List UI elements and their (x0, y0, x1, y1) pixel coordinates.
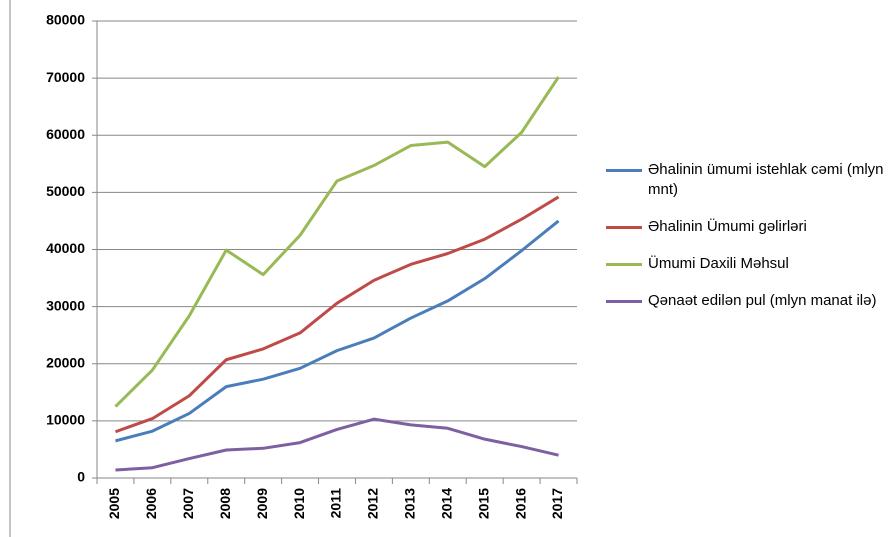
x-tick-label: 2005 (106, 488, 122, 519)
x-tick-label: 2008 (217, 488, 233, 519)
legend-item: Əhalinin ümumi istehlak cəmi (mlyn mnt) (604, 160, 884, 200)
legend-label: Qənaət edilən pul (mlyn manat ilə) (648, 292, 877, 309)
x-tick-label: 2007 (180, 488, 196, 519)
legend-swatch (606, 300, 642, 303)
y-tick-label: 50000 (46, 183, 85, 199)
x-tick-label: 2013 (402, 488, 418, 519)
x-tick-label: 2017 (549, 488, 565, 519)
y-tick-label: 0 (77, 469, 85, 485)
x-tick-label: 2012 (365, 488, 381, 519)
legend-label: Əhalinin ümumi istehlak cəmi (mlyn mnt) (648, 161, 884, 198)
x-tick-label: 2010 (291, 488, 307, 519)
x-tick-label: 2006 (143, 488, 159, 519)
line-series (114, 76, 560, 408)
legend-swatch (606, 169, 642, 172)
legend-item: Qənaət edilən pul (mlyn manat ilə) (604, 291, 884, 311)
line-series (115, 219, 560, 443)
legend-item: Əhalinin Ümumi gəlirləri (604, 217, 884, 237)
legend-label: Ümumi Daxili Məhsul (648, 255, 789, 272)
y-tick-label: 10000 (46, 412, 85, 428)
y-tick-label: 30000 (46, 297, 85, 313)
y-tick-label: 70000 (46, 69, 85, 85)
line-series (114, 195, 560, 434)
chart-frame (9, 0, 11, 537)
legend-swatch (606, 226, 642, 229)
legend-label: Əhalinin Ümumi gəlirləri (648, 218, 807, 235)
y-tick-label: 40000 (46, 240, 85, 256)
line-series (115, 417, 559, 472)
y-tick-label: 80000 (46, 12, 85, 28)
y-tick-label: 60000 (46, 126, 85, 142)
legend-item: Ümumi Daxili Məhsul (604, 254, 884, 274)
x-tick-label: 2009 (254, 488, 270, 519)
legend-swatch (606, 263, 642, 266)
x-tick-label: 2011 (328, 488, 344, 519)
x-tick-label: 2016 (512, 488, 528, 519)
legend: Əhalinin ümumi istehlak cəmi (mlyn mnt) Ə… (604, 160, 884, 328)
y-tick-label: 20000 (46, 354, 85, 370)
x-tick-label: 2014 (438, 488, 454, 519)
x-tick-label: 2015 (475, 488, 491, 519)
